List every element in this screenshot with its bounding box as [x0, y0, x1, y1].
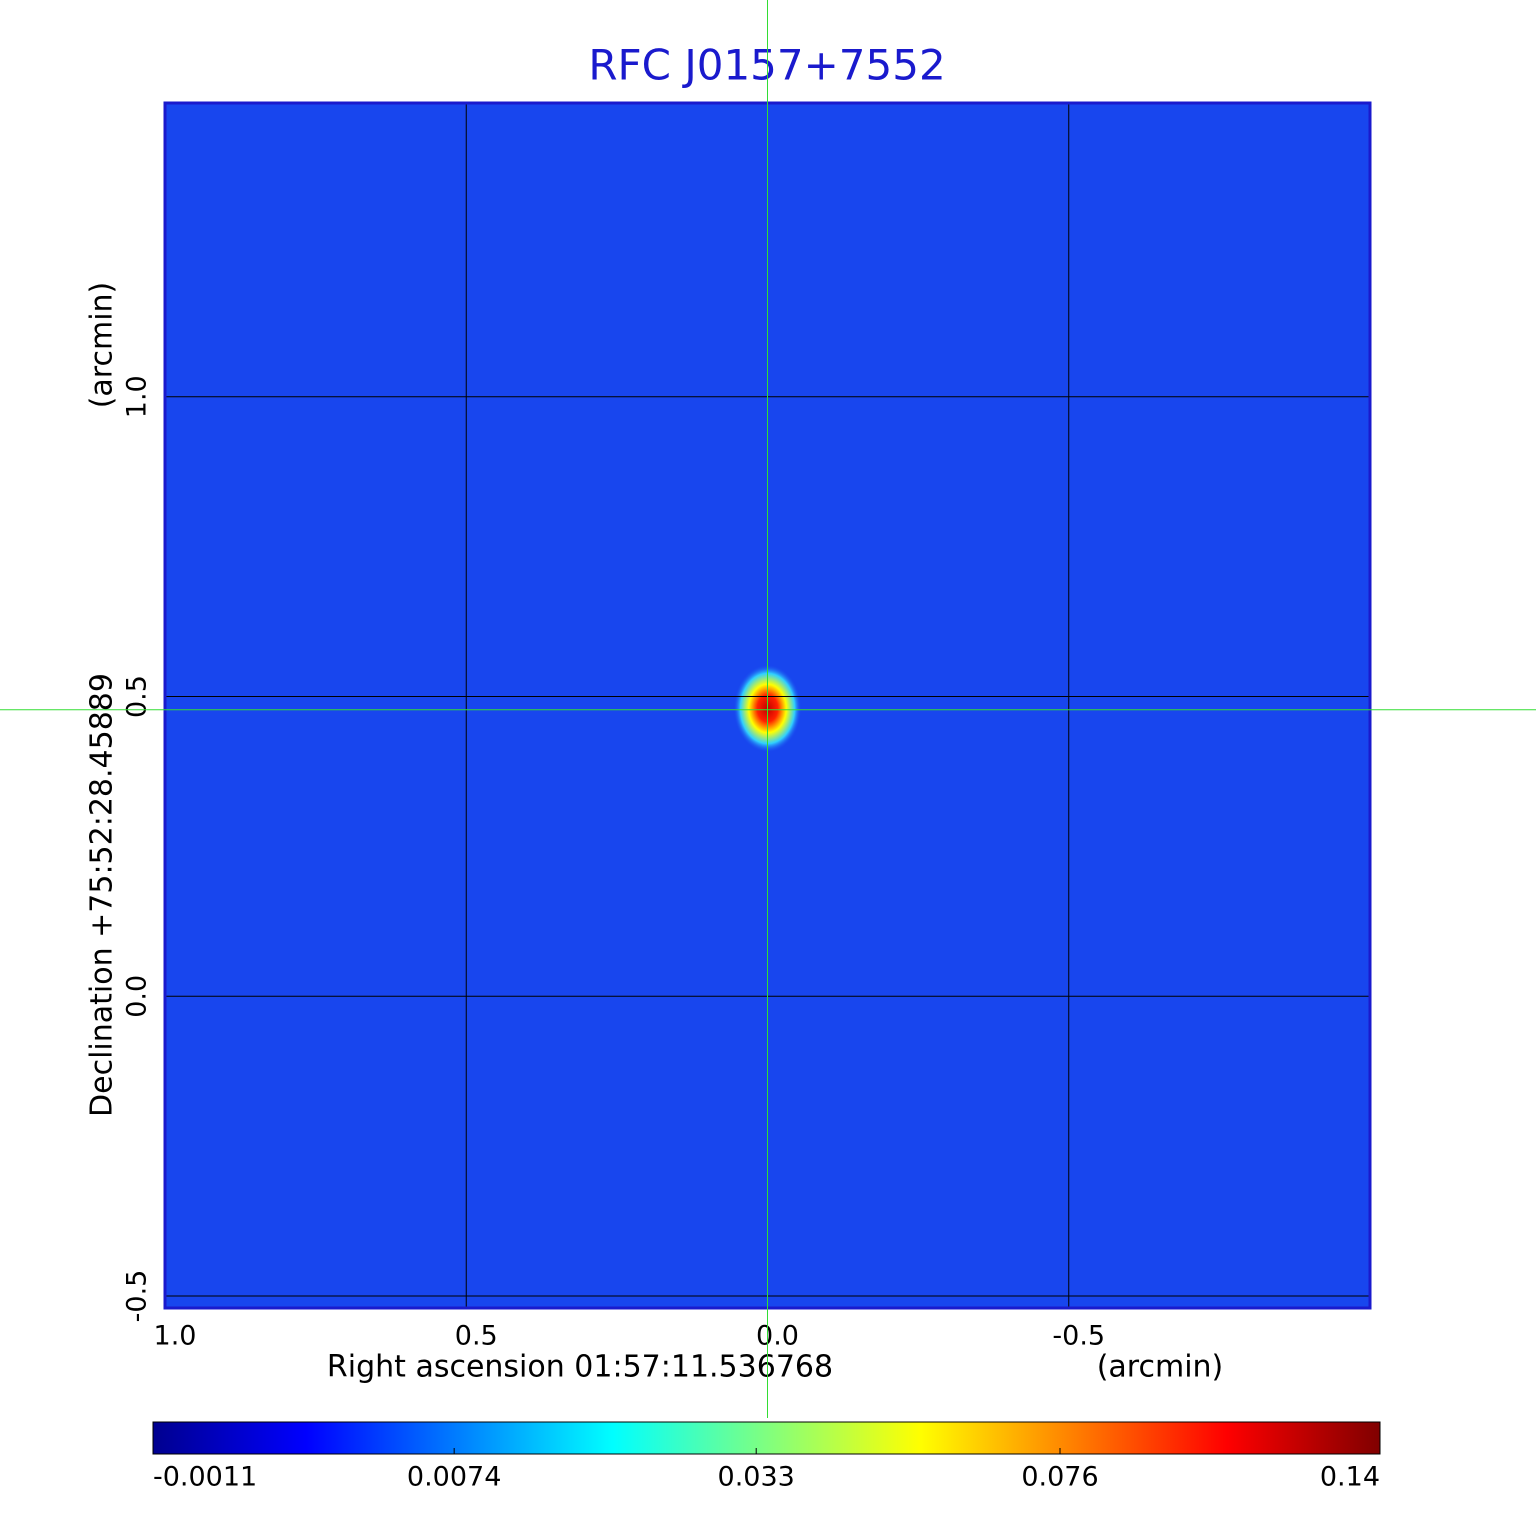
- x-axis-unit: (arcmin): [1097, 1350, 1224, 1385]
- colorbar-tick-label: 0.033: [718, 1462, 795, 1493]
- colorbar: [152, 1421, 1381, 1455]
- colorbar-tick-label: -0.0011: [153, 1462, 257, 1493]
- y-tick-label: 1.0: [122, 375, 153, 418]
- x-tick-label: -0.5: [1052, 1321, 1105, 1352]
- colorbar-tick-label: 0.14: [1320, 1462, 1380, 1493]
- y-tick-label: 0.5: [122, 675, 153, 718]
- colorbar-tick-label: 0.0074: [407, 1462, 501, 1493]
- x-axis-label: Right ascension 01:57:11.536768: [327, 1350, 833, 1385]
- y-axis-unit: (arcmin): [85, 282, 120, 409]
- x-tick-label: 0.5: [455, 1321, 498, 1352]
- colorbar-tick-label: 0.076: [1021, 1462, 1098, 1493]
- x-tick-label: 0.0: [756, 1321, 799, 1352]
- x-tick-label: 1.0: [154, 1321, 197, 1352]
- y-axis-label: Declination +75:52:28.45889: [85, 673, 120, 1117]
- y-tick-label: 0.0: [122, 975, 153, 1018]
- y-tick-label: -0.5: [122, 1270, 153, 1323]
